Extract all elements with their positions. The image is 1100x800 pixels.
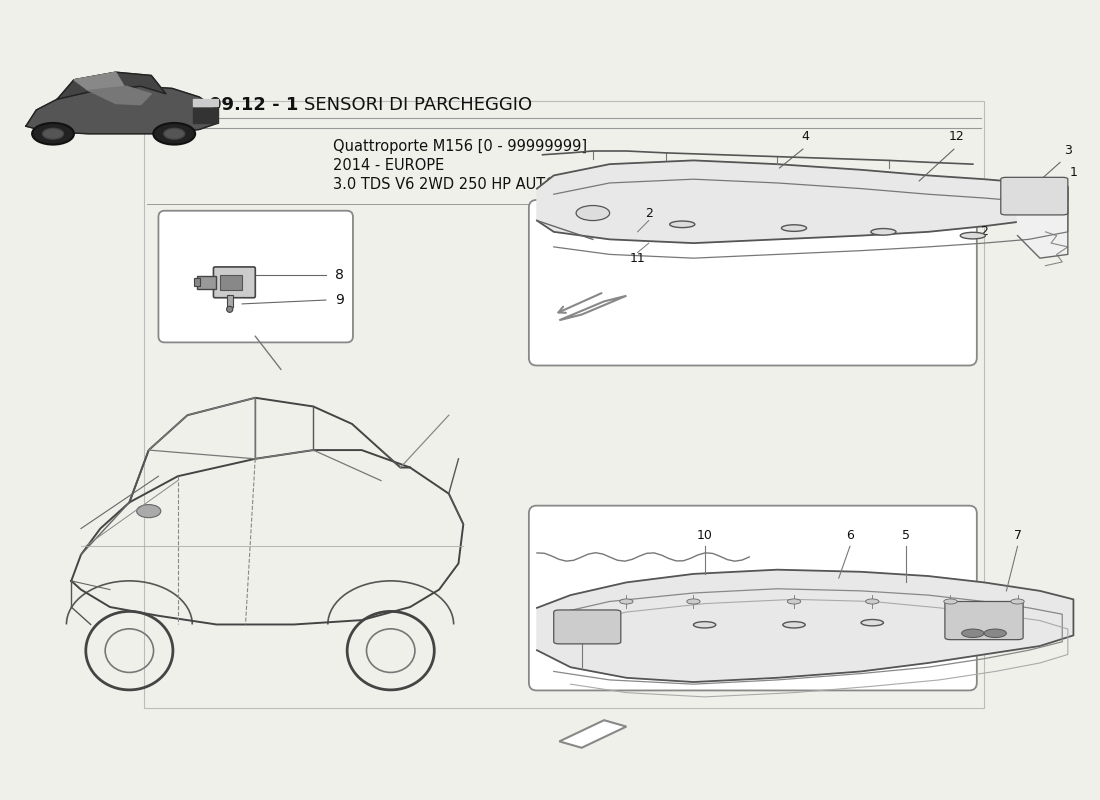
- Text: 7: 7: [1013, 529, 1022, 542]
- Text: 1: 1: [1069, 166, 1077, 179]
- Circle shape: [164, 128, 185, 139]
- Polygon shape: [537, 160, 1068, 243]
- Circle shape: [619, 599, 634, 604]
- FancyBboxPatch shape: [529, 200, 977, 366]
- Text: Quattroporte M156 [0 - 99999999]: Quattroporte M156 [0 - 99999999]: [333, 138, 587, 154]
- Text: 2: 2: [645, 206, 652, 219]
- Circle shape: [227, 306, 233, 312]
- Ellipse shape: [871, 229, 896, 235]
- Ellipse shape: [783, 622, 805, 628]
- Ellipse shape: [136, 505, 161, 518]
- Text: 8: 8: [336, 268, 344, 282]
- Ellipse shape: [670, 221, 695, 228]
- Ellipse shape: [861, 619, 883, 626]
- Circle shape: [961, 629, 984, 638]
- FancyBboxPatch shape: [1001, 178, 1068, 215]
- Text: 6: 6: [846, 529, 854, 542]
- Polygon shape: [88, 86, 152, 105]
- Text: SENSORI DI PARCHEGGIO: SENSORI DI PARCHEGGIO: [304, 96, 532, 114]
- FancyBboxPatch shape: [158, 210, 353, 342]
- Text: 2: 2: [980, 226, 988, 238]
- Circle shape: [788, 599, 801, 604]
- Text: 09.12 - 1: 09.12 - 1: [209, 96, 298, 114]
- Polygon shape: [26, 86, 218, 134]
- Ellipse shape: [960, 232, 986, 239]
- Polygon shape: [1018, 198, 1068, 258]
- Bar: [197, 276, 216, 289]
- Polygon shape: [559, 720, 626, 748]
- Text: 5: 5: [902, 529, 910, 542]
- Circle shape: [32, 123, 74, 145]
- FancyBboxPatch shape: [553, 610, 620, 644]
- Text: 3.0 TDS V6 2WD 250 HP AUTOMATIC: 3.0 TDS V6 2WD 250 HP AUTOMATIC: [333, 177, 602, 192]
- Circle shape: [944, 599, 957, 604]
- Text: 11: 11: [629, 252, 646, 265]
- Ellipse shape: [693, 622, 716, 628]
- Circle shape: [686, 599, 700, 604]
- Text: 4: 4: [801, 130, 810, 143]
- FancyBboxPatch shape: [945, 602, 1023, 640]
- Text: 9: 9: [336, 293, 344, 307]
- Circle shape: [866, 599, 879, 604]
- Text: 12: 12: [948, 130, 964, 143]
- Circle shape: [1011, 599, 1024, 604]
- Polygon shape: [57, 72, 166, 99]
- Text: 3: 3: [1064, 144, 1071, 157]
- Bar: [194, 278, 199, 286]
- Polygon shape: [74, 72, 124, 90]
- Ellipse shape: [161, 84, 195, 126]
- Polygon shape: [537, 570, 1074, 682]
- Text: 2014 - EUROPE: 2014 - EUROPE: [333, 158, 444, 173]
- FancyBboxPatch shape: [529, 506, 977, 690]
- Bar: [220, 274, 242, 290]
- Circle shape: [43, 128, 64, 139]
- Ellipse shape: [576, 206, 609, 221]
- Circle shape: [153, 123, 195, 145]
- FancyBboxPatch shape: [213, 267, 255, 298]
- Ellipse shape: [950, 619, 972, 626]
- Bar: [227, 295, 233, 307]
- Polygon shape: [194, 108, 218, 123]
- Polygon shape: [559, 296, 626, 320]
- Circle shape: [984, 629, 1006, 638]
- Polygon shape: [194, 99, 218, 106]
- Text: 10: 10: [696, 529, 713, 542]
- Ellipse shape: [781, 225, 806, 231]
